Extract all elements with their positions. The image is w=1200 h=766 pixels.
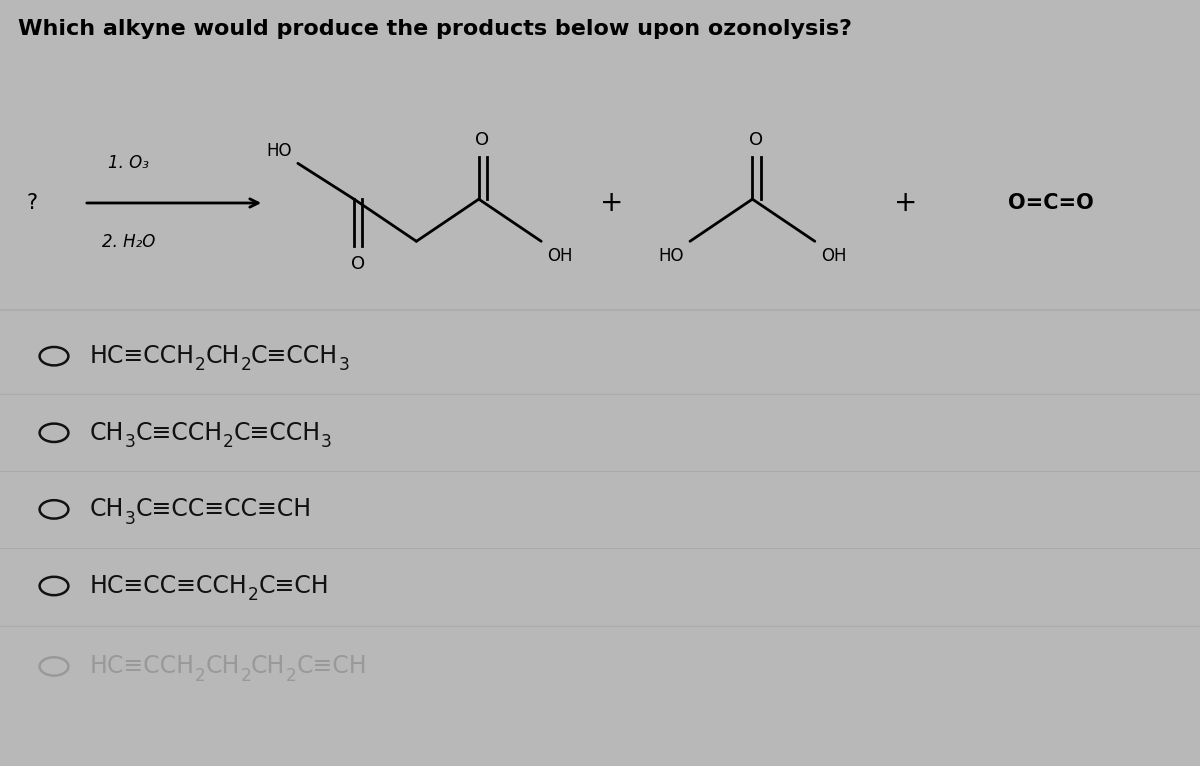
Text: 3: 3 xyxy=(338,356,349,375)
Text: Which alkyne would produce the products below upon ozonolysis?: Which alkyne would produce the products … xyxy=(18,19,852,39)
Text: CH: CH xyxy=(206,344,240,368)
Text: CH: CH xyxy=(90,421,125,445)
Text: HC≡CCH: HC≡CCH xyxy=(90,344,194,368)
Text: 2. H₂O: 2. H₂O xyxy=(102,233,155,250)
Text: 3: 3 xyxy=(125,509,136,528)
Text: C≡CC≡CC≡CH: C≡CC≡CC≡CH xyxy=(136,497,311,522)
Text: 2: 2 xyxy=(194,666,206,685)
Text: 2: 2 xyxy=(240,356,251,375)
Text: 2: 2 xyxy=(240,666,251,685)
Text: HC≡CC≡CCH: HC≡CC≡CCH xyxy=(90,574,247,598)
Text: O: O xyxy=(749,132,763,149)
Text: 1. O₃: 1. O₃ xyxy=(108,155,149,172)
Text: 2: 2 xyxy=(247,586,259,604)
Text: C≡CH: C≡CH xyxy=(296,654,367,679)
Text: 3: 3 xyxy=(320,433,331,451)
Text: 3: 3 xyxy=(125,433,136,451)
Text: OH: OH xyxy=(821,247,846,265)
Text: 2: 2 xyxy=(222,433,233,451)
Text: C≡CCH: C≡CCH xyxy=(251,344,338,368)
Text: O: O xyxy=(475,132,490,149)
Text: 2: 2 xyxy=(194,356,206,375)
Text: 2: 2 xyxy=(286,666,296,685)
Text: CH: CH xyxy=(251,654,286,679)
Text: C≡CH: C≡CH xyxy=(259,574,329,598)
Text: +: + xyxy=(894,189,918,217)
Text: HO: HO xyxy=(659,247,684,265)
Text: C≡CCH: C≡CCH xyxy=(136,421,222,445)
Text: O: O xyxy=(350,255,365,273)
Text: O=C=O: O=C=O xyxy=(1008,193,1093,213)
Text: ?: ? xyxy=(26,193,37,213)
Text: HO: HO xyxy=(266,142,292,159)
Text: OH: OH xyxy=(547,247,572,265)
Text: CH: CH xyxy=(90,497,125,522)
Text: C≡CCH: C≡CCH xyxy=(233,421,320,445)
Text: HC≡CCH: HC≡CCH xyxy=(90,654,194,679)
Text: +: + xyxy=(600,189,624,217)
Text: CH: CH xyxy=(206,654,240,679)
